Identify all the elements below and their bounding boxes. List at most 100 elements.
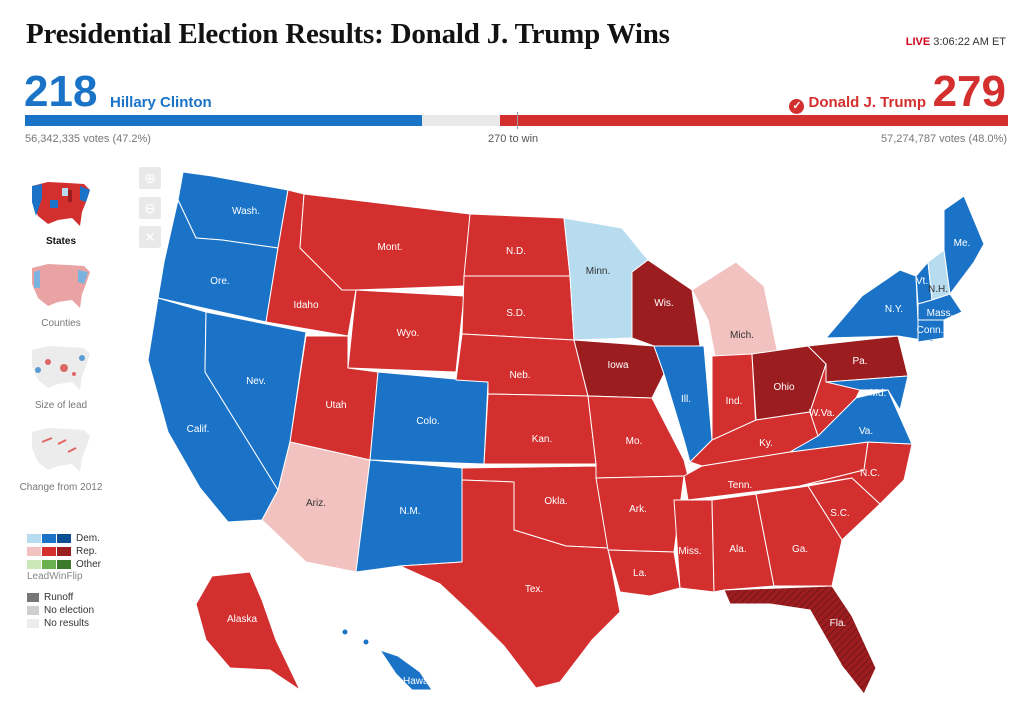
legend-no-election: No election xyxy=(27,605,94,616)
state-wyo[interactable] xyxy=(347,289,465,373)
states-view-thumbnail[interactable] xyxy=(28,176,94,234)
change-from-2012-view-thumbnail[interactable] xyxy=(28,422,94,480)
state-hawaii-island-1 xyxy=(341,628,349,636)
label-va: Va. xyxy=(859,426,873,437)
page-title: Presidential Election Results: Donald J.… xyxy=(26,18,670,50)
label-ky: Ky. xyxy=(759,438,773,449)
label-wyo: Wyo. xyxy=(397,328,420,339)
label-alaska: Alaska xyxy=(227,614,257,625)
live-badge: LIVE xyxy=(905,36,931,48)
live-time: 3:06:22 AM ET xyxy=(933,36,1006,48)
label-mont: Mont. xyxy=(377,242,402,253)
label-colo: Colo. xyxy=(416,416,439,427)
label-ga: Ga. xyxy=(792,544,808,555)
label-tenn: Tenn. xyxy=(728,480,752,491)
label-nm: N.M. xyxy=(399,506,420,517)
label-pa: Pa. xyxy=(852,356,867,367)
legend-lead-win-flip: LeadWinFlip xyxy=(27,571,83,582)
view-label-change-from-2012[interactable]: Change from 2012 xyxy=(19,482,103,493)
label-wis: Wis. xyxy=(654,298,673,309)
view-label-counties[interactable]: Counties xyxy=(41,318,81,329)
check-icon: ✓ xyxy=(789,99,805,114)
state-ny[interactable] xyxy=(825,269,935,343)
to-win-label: 270 to win xyxy=(488,133,539,145)
label-conn: Conn. xyxy=(917,325,944,336)
label-okla: Okla. xyxy=(544,496,567,507)
state-la[interactable] xyxy=(607,549,681,597)
label-ark: Ark. xyxy=(629,504,647,515)
label-nh: N.H. xyxy=(928,284,948,295)
dem-electoral-count: 218 xyxy=(24,67,98,116)
state-mich[interactable] xyxy=(691,261,779,363)
legend-dem: Dem. xyxy=(27,533,100,544)
label-wash: Wash. xyxy=(232,206,260,217)
dem-candidate-name[interactable]: Hillary Clinton xyxy=(110,94,212,111)
label-miss: Miss. xyxy=(678,546,701,557)
rep-name-text: Donald J. Trump xyxy=(808,94,926,111)
rep-electoral-count: 279 xyxy=(932,67,1006,116)
us-election-map[interactable]: Wash. Ore. Calif. Nev. Idaho Mont. Wyo. … xyxy=(140,160,1020,715)
label-idaho: Idaho xyxy=(293,300,318,311)
zoom-in-button[interactable]: ⊕ xyxy=(139,167,161,189)
size-of-lead-view-thumbnail[interactable] xyxy=(28,340,94,398)
rep-popular-vote: 57,274,787 votes (48.0%) xyxy=(881,133,1007,145)
live-timestamp: LIVE 3:06:22 AM ET xyxy=(906,36,1006,48)
view-label-size-of-lead[interactable]: Size of lead xyxy=(34,400,88,411)
legend-other: Other xyxy=(27,559,101,570)
dem-bar-fill xyxy=(25,115,423,126)
label-la: La. xyxy=(633,568,647,579)
label-minn: Minn. xyxy=(586,266,610,277)
rep-candidate-name[interactable]: ✓ Donald J. Trump xyxy=(789,94,926,114)
label-me: Me. xyxy=(954,238,971,249)
label-hawaii: Hawaii xyxy=(403,676,433,687)
label-sd: S.D. xyxy=(506,308,525,319)
label-mo: Mo. xyxy=(626,436,643,447)
label-nc: N.C. xyxy=(860,468,880,479)
state-md[interactable] xyxy=(825,375,909,411)
state-hawaii-island-2 xyxy=(362,638,370,646)
label-nd: N.D. xyxy=(506,246,526,257)
state-iowa[interactable] xyxy=(573,339,665,399)
reset-zoom-button[interactable]: ✕ xyxy=(139,226,161,248)
state-ga[interactable] xyxy=(755,485,843,587)
state-fla[interactable] xyxy=(723,585,877,695)
zoom-out-button[interactable]: ⊖ xyxy=(139,197,161,219)
label-ny: N.Y. xyxy=(885,304,903,315)
state-tex[interactable] xyxy=(399,479,621,689)
label-mich: Mich. xyxy=(730,330,754,341)
label-wva: W.Va. xyxy=(809,408,835,419)
label-sc: S.C. xyxy=(830,508,849,519)
label-md: Md. xyxy=(870,388,887,399)
label-mass: Mass. xyxy=(927,308,954,319)
dem-popular-vote: 56,342,335 votes (47.2%) xyxy=(25,133,151,145)
state-ala[interactable] xyxy=(711,493,775,593)
label-tex: Tex. xyxy=(525,584,543,595)
label-ind: Ind. xyxy=(726,396,743,407)
win-threshold-marker xyxy=(516,112,518,129)
state-nc[interactable] xyxy=(799,441,913,505)
label-nev: Nev. xyxy=(246,376,266,387)
electoral-bar xyxy=(25,112,1008,129)
state-alaska[interactable] xyxy=(195,571,301,691)
label-utah: Utah xyxy=(325,400,346,411)
state-conn[interactable] xyxy=(917,319,945,343)
label-neb: Neb. xyxy=(509,370,530,381)
label-ill: Ill. xyxy=(681,394,691,405)
state-hawaii[interactable] xyxy=(379,649,433,691)
rep-bar-fill xyxy=(499,115,1008,126)
label-ariz: Ariz. xyxy=(306,498,326,509)
label-fla: Fla. xyxy=(830,618,847,629)
label-kan: Kan. xyxy=(532,434,553,445)
label-ohio: Ohio xyxy=(773,382,795,393)
label-ore: Ore. xyxy=(210,276,229,287)
state-nd[interactable] xyxy=(463,213,571,277)
legend-runoff: Runoff xyxy=(27,592,73,603)
label-vt: Vt. xyxy=(916,276,928,287)
view-label-states[interactable]: States xyxy=(45,236,76,247)
legend-rep: Rep. xyxy=(27,546,97,557)
counties-view-thumbnail[interactable] xyxy=(28,258,94,316)
state-kan[interactable] xyxy=(483,393,597,465)
legend-no-results: No results xyxy=(27,618,89,629)
label-ala: Ala. xyxy=(729,544,746,555)
label-calif: Calif. xyxy=(187,424,210,435)
